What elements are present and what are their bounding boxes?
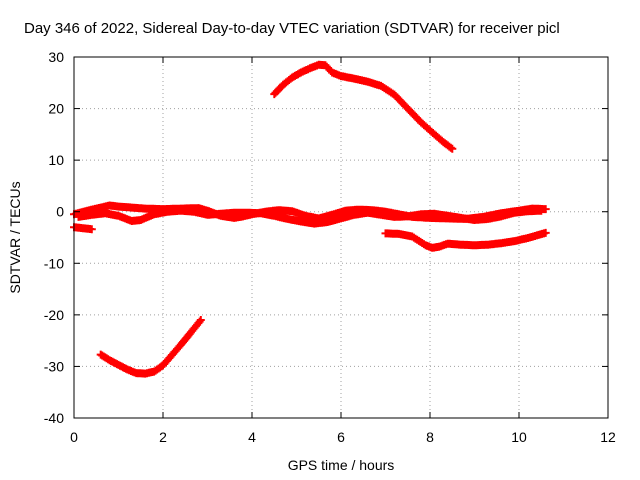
axis-ticks: 0 2 4 6 8 10 12 -40 -30 -20 -10 0 10 20 30 — [44, 49, 616, 445]
data-points — [70, 60, 550, 378]
y-tick-label: 30 — [48, 49, 64, 65]
chart-title: Day 346 of 2022, Sidereal Day-to-day VTE… — [24, 20, 560, 37]
x-tick-label: 8 — [426, 429, 434, 445]
x-tick-label: 0 — [70, 429, 78, 445]
y-axis-label: SDTVAR / TECUs — [7, 181, 23, 293]
series-arc-bottom — [96, 316, 205, 378]
x-tick-label: 4 — [248, 429, 256, 445]
plus-markers — [96, 316, 205, 378]
plus-markers — [381, 228, 550, 252]
series-arc-lower-right — [381, 228, 550, 252]
y-tick-label: 20 — [48, 101, 64, 117]
series-arc-top — [270, 60, 457, 153]
y-tick-label: 10 — [48, 152, 64, 168]
plus-markers — [270, 60, 457, 153]
x-tick-label: 6 — [337, 429, 345, 445]
y-tick-label: -40 — [44, 410, 64, 426]
plus-markers — [74, 206, 546, 228]
x-tick-label: 2 — [159, 429, 167, 445]
y-tick-label: -30 — [44, 358, 64, 374]
x-axis-label: GPS time / hours — [288, 457, 395, 473]
x-tick-label: 10 — [511, 429, 527, 445]
y-tick-label: 0 — [56, 204, 64, 220]
y-tick-label: -10 — [44, 255, 64, 271]
series-band-2 — [74, 206, 546, 228]
y-tick-label: -20 — [44, 307, 64, 323]
x-tick-label: 12 — [600, 429, 616, 445]
